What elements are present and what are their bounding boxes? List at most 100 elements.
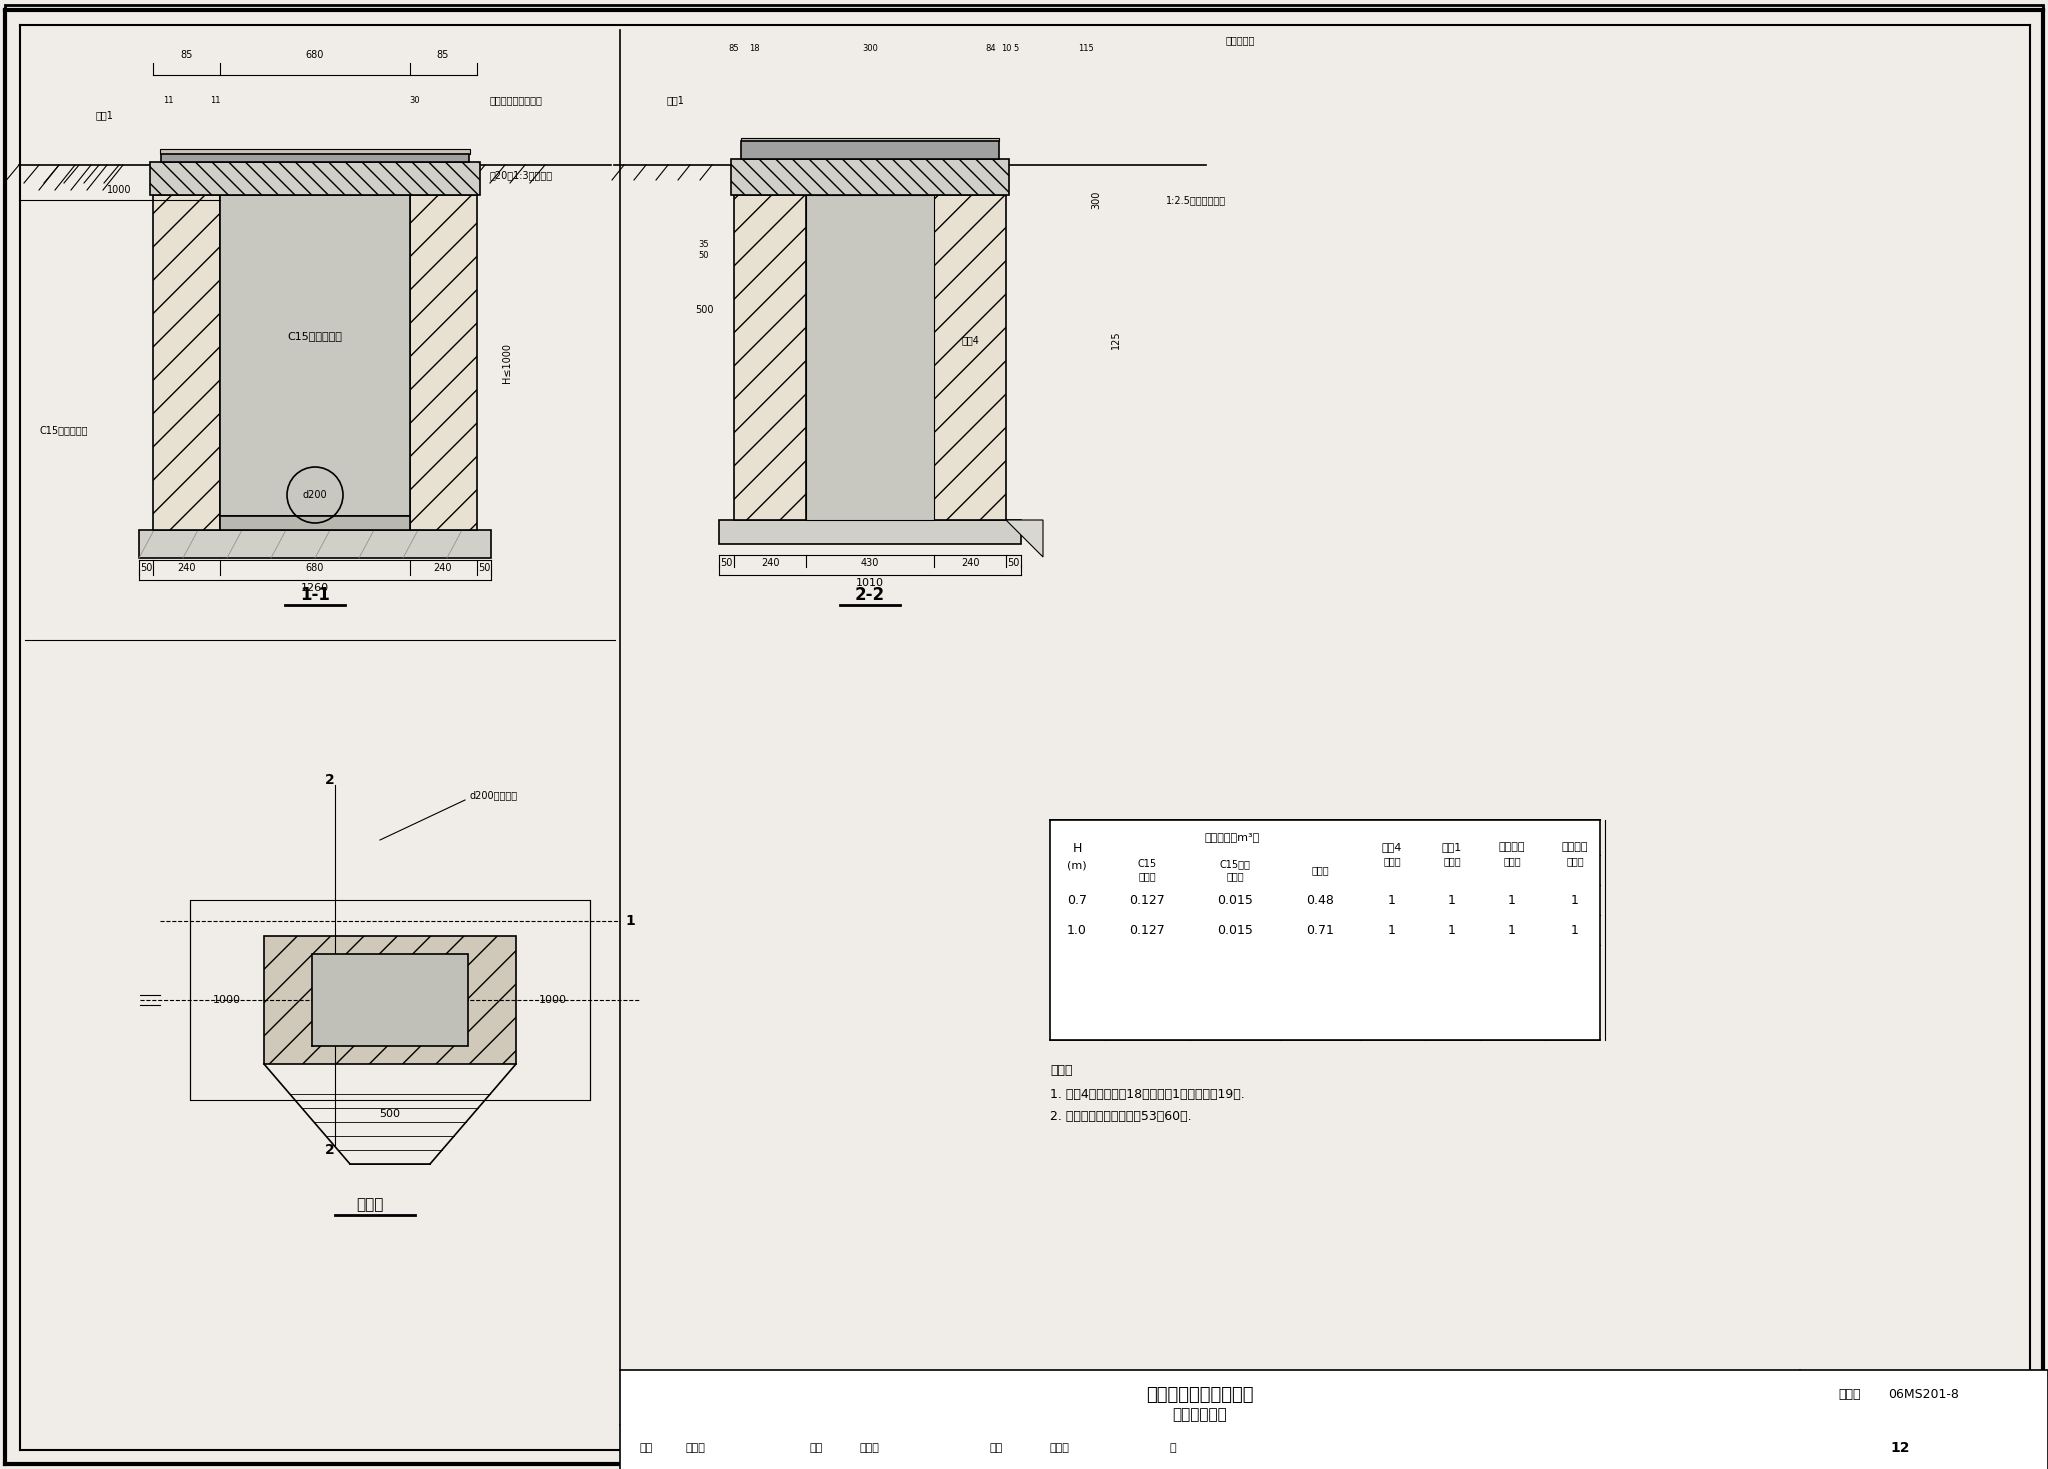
Text: （铸铁井圈）: （铸铁井圈） bbox=[1174, 1407, 1227, 1422]
Text: C15混凝土基础: C15混凝土基础 bbox=[39, 425, 88, 435]
Bar bbox=[741, 141, 999, 159]
Text: 人行道铺装: 人行道铺装 bbox=[1227, 35, 1255, 46]
Text: 06MS201-8: 06MS201-8 bbox=[1888, 1388, 1960, 1401]
Bar bbox=[264, 936, 516, 1064]
Bar bbox=[219, 516, 410, 530]
Text: 砖砌联合式单算雨水口: 砖砌联合式单算雨水口 bbox=[1147, 1385, 1253, 1404]
Text: 30: 30 bbox=[410, 95, 420, 104]
Text: 0.7: 0.7 bbox=[1067, 893, 1087, 906]
Text: d200雨水口管: d200雨水口管 bbox=[469, 790, 518, 801]
Text: 18: 18 bbox=[750, 44, 760, 53]
Bar bbox=[1051, 820, 1599, 1040]
Text: 0.127: 0.127 bbox=[1128, 924, 1165, 937]
Text: 1.0: 1.0 bbox=[1067, 924, 1087, 937]
Text: 1: 1 bbox=[1507, 893, 1516, 906]
Text: 115: 115 bbox=[1077, 44, 1094, 53]
Text: 680: 680 bbox=[305, 563, 324, 573]
Text: 11: 11 bbox=[209, 95, 221, 104]
Text: 300: 300 bbox=[1092, 191, 1102, 209]
Text: 85: 85 bbox=[436, 50, 449, 60]
Bar bbox=[621, 1371, 2048, 1469]
Text: C15细石
混凝土: C15细石 混凝土 bbox=[1219, 859, 1251, 881]
Text: 1-1: 1-1 bbox=[301, 586, 330, 604]
Text: 430: 430 bbox=[860, 558, 879, 569]
Text: 过梁4: 过梁4 bbox=[961, 335, 979, 345]
Text: 85: 85 bbox=[180, 50, 193, 60]
Text: 铸铁算子: 铸铁算子 bbox=[1499, 842, 1526, 852]
Text: (m): (m) bbox=[1067, 859, 1087, 870]
Bar bbox=[733, 195, 807, 520]
Text: 240: 240 bbox=[176, 563, 195, 573]
Bar bbox=[190, 900, 590, 1100]
Text: 1: 1 bbox=[1507, 924, 1516, 937]
Text: 0.015: 0.015 bbox=[1217, 924, 1253, 937]
Text: 10: 10 bbox=[1001, 44, 1012, 53]
Text: 0.71: 0.71 bbox=[1307, 924, 1333, 937]
Bar bbox=[410, 195, 477, 530]
Bar bbox=[150, 162, 479, 195]
Text: 50: 50 bbox=[719, 558, 733, 569]
Text: 680: 680 bbox=[305, 50, 324, 60]
Text: 1000: 1000 bbox=[539, 995, 567, 1005]
Text: 1010: 1010 bbox=[856, 577, 885, 588]
Text: 0.127: 0.127 bbox=[1128, 893, 1165, 906]
Text: 砖砌体: 砖砌体 bbox=[1311, 865, 1329, 876]
Polygon shape bbox=[1006, 520, 1042, 557]
Text: 过梁4: 过梁4 bbox=[1382, 842, 1403, 852]
Text: 240: 240 bbox=[961, 558, 979, 569]
Text: 平面图: 平面图 bbox=[356, 1197, 383, 1212]
Text: （根）: （根） bbox=[1382, 856, 1401, 867]
Text: 2: 2 bbox=[326, 773, 336, 787]
Text: 铸铁井圈及铸铁算子: 铸铁井圈及铸铁算子 bbox=[489, 95, 543, 104]
Text: 2: 2 bbox=[326, 1143, 336, 1158]
Bar bbox=[807, 195, 934, 520]
Text: 2-2: 2-2 bbox=[854, 586, 885, 604]
Text: 50: 50 bbox=[139, 563, 152, 573]
Bar bbox=[741, 138, 999, 141]
Text: 1000: 1000 bbox=[106, 185, 131, 195]
Text: 50: 50 bbox=[1008, 558, 1020, 569]
Text: 温丽晖: 温丽晖 bbox=[1051, 1443, 1069, 1453]
Text: 座20厚1:3水泥砂浆: 座20厚1:3水泥砂浆 bbox=[489, 170, 553, 181]
Text: 1: 1 bbox=[625, 914, 635, 928]
Text: （个）: （个） bbox=[1567, 856, 1583, 867]
Text: 1: 1 bbox=[1571, 893, 1579, 906]
Text: 盖板1: 盖板1 bbox=[666, 95, 684, 104]
Text: 1: 1 bbox=[1389, 893, 1397, 906]
Text: 1260: 1260 bbox=[301, 583, 330, 593]
Bar bbox=[719, 520, 1022, 544]
Bar bbox=[311, 953, 469, 1046]
Text: H≤1000: H≤1000 bbox=[502, 342, 512, 383]
Text: 校对: 校对 bbox=[811, 1443, 823, 1453]
Text: 500: 500 bbox=[694, 306, 713, 314]
Text: 1: 1 bbox=[1571, 924, 1579, 937]
Text: 1000: 1000 bbox=[213, 995, 242, 1005]
Text: d200: d200 bbox=[303, 491, 328, 499]
Text: H: H bbox=[1073, 842, 1081, 855]
Text: 0.48: 0.48 bbox=[1307, 893, 1333, 906]
Text: 盖板1: 盖板1 bbox=[94, 110, 113, 120]
Text: 1:2.5水泥砂浆抹面: 1:2.5水泥砂浆抹面 bbox=[1165, 195, 1227, 206]
Text: 85: 85 bbox=[729, 44, 739, 53]
Text: 11: 11 bbox=[162, 95, 174, 104]
Text: C15
混凝土: C15 混凝土 bbox=[1137, 859, 1157, 881]
Text: 240: 240 bbox=[434, 563, 453, 573]
Text: 工程数量（m³）: 工程数量（m³） bbox=[1204, 831, 1260, 842]
Bar bbox=[731, 159, 1010, 195]
Text: 审核: 审核 bbox=[639, 1443, 653, 1453]
Text: 设计: 设计 bbox=[989, 1443, 1004, 1453]
Bar bbox=[934, 195, 1006, 520]
Text: 1: 1 bbox=[1389, 924, 1397, 937]
Bar bbox=[162, 154, 469, 162]
Text: 页: 页 bbox=[1169, 1443, 1178, 1453]
Text: （个）: （个） bbox=[1503, 856, 1522, 867]
Text: 35
50: 35 50 bbox=[698, 241, 709, 260]
Text: 300: 300 bbox=[862, 44, 879, 53]
Text: C15细石混凝土: C15细石混凝土 bbox=[287, 331, 342, 341]
Text: 84: 84 bbox=[985, 44, 995, 53]
Bar bbox=[154, 195, 219, 530]
Text: 图集号: 图集号 bbox=[1839, 1388, 1862, 1401]
Bar bbox=[920, 460, 934, 520]
Bar bbox=[160, 148, 469, 154]
Text: 0.015: 0.015 bbox=[1217, 893, 1253, 906]
